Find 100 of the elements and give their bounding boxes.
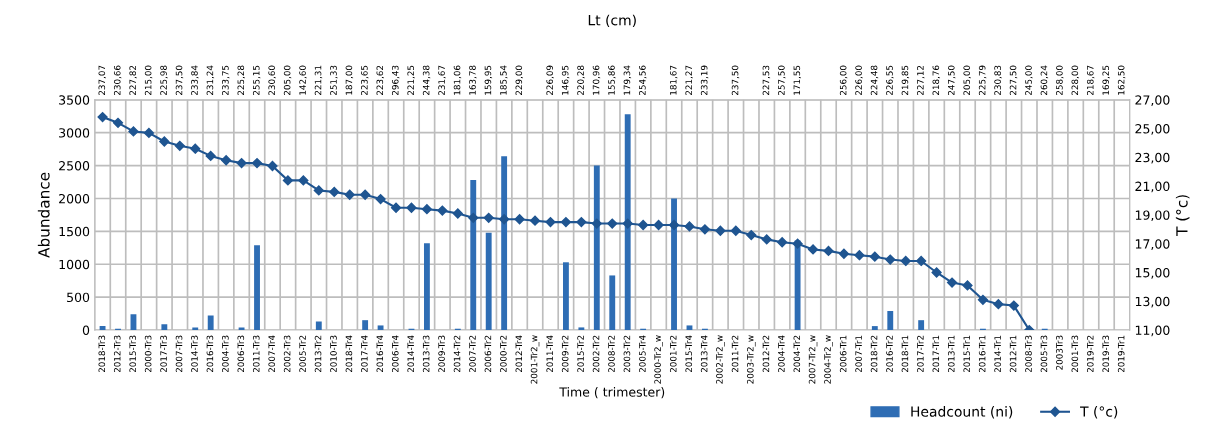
text: 185,54 xyxy=(500,65,508,95)
x-tick-label: 2016-Tr1 xyxy=(978,335,986,373)
bar xyxy=(562,262,569,331)
text: 205,00 xyxy=(963,65,971,95)
x-tick-label: 2016-Tr4 xyxy=(376,335,384,373)
y2-tick-label: 11,00 xyxy=(1135,325,1170,337)
x-tick-label: 2013-Tr2 xyxy=(314,335,322,373)
x-tick-label: 2012-Tr2 xyxy=(762,335,770,373)
text: 215,00 xyxy=(144,65,153,95)
x-tick-label: 2016-Tr3 xyxy=(206,335,214,373)
x-tick-label: 2017-Tr3 xyxy=(160,335,167,373)
text: 159,95 xyxy=(484,65,493,95)
bar xyxy=(593,165,600,331)
text: 226,00 xyxy=(855,65,863,95)
text: 247,50 xyxy=(947,65,956,95)
x-tick-label: 2003-Tr2 xyxy=(623,335,631,373)
y2-axis-title: T (°c) xyxy=(1175,195,1190,237)
text: 237,07 xyxy=(98,65,106,95)
x-tick-label: 2011-Tr3 xyxy=(252,335,260,373)
text: 205,00 xyxy=(283,65,292,95)
text: 231,67 xyxy=(438,65,446,95)
text: 169,25 xyxy=(1102,65,1110,95)
text: 260,24 xyxy=(1040,65,1049,95)
x-tick-label: 2009-Tr2 xyxy=(561,335,569,373)
bar xyxy=(501,156,508,331)
text: 218,67 xyxy=(1086,65,1095,95)
x-tick-label: 2007-Tr2_w xyxy=(808,335,818,384)
bar xyxy=(207,315,214,331)
x-tick-label: 2015-Tr4 xyxy=(685,335,693,373)
x-tick-label: 2012-Tr1 xyxy=(1009,335,1017,373)
text: 225,98 xyxy=(160,65,168,95)
y-tick-label: 1500 xyxy=(59,226,90,237)
text: 251,33 xyxy=(330,65,338,95)
x-tick-label: 2005-Tr3 xyxy=(1040,335,1048,373)
x-tick-label: 2002-Tr2 xyxy=(592,335,600,373)
x-tick-label: 2005-Tr4 xyxy=(639,335,646,373)
text: 233,84 xyxy=(191,65,199,95)
x-tick-label: 2013-Tr3 xyxy=(422,335,430,373)
text: 187,00 xyxy=(345,65,354,95)
text: 296,43 xyxy=(391,65,400,95)
y2-tick-label: 17,00 xyxy=(1135,239,1170,250)
text: 245,00 xyxy=(1025,65,1033,95)
y-tick-label: 3500 xyxy=(59,95,90,105)
x-tick-label: 2014-Tr4 xyxy=(407,335,415,373)
text: 230,60 xyxy=(268,65,276,95)
x-tick-label: 2015-Tr2 xyxy=(577,335,584,373)
x-tick-label: 2011-Tr2 xyxy=(731,335,739,373)
text: 221,31 xyxy=(314,65,323,95)
y-tick-label: 2000 xyxy=(59,193,90,204)
text: 226,09 xyxy=(546,65,554,95)
x-tick-label: 2012-Tr3 xyxy=(113,335,121,373)
y2-tick-label: 27,00 xyxy=(1135,95,1170,106)
bar xyxy=(423,243,430,331)
x-tick-label: 2006-Tr3 xyxy=(237,335,245,373)
x-tick-label: 2007-Tr2 xyxy=(469,335,476,373)
x-tick-label: 2001-Tr2_w xyxy=(530,335,540,384)
x-tick-label: 2004-Tr2_w xyxy=(824,335,833,384)
x-tick-label: 2004-Tr4 xyxy=(778,335,785,373)
x-tick-label: 2006-Tr4 xyxy=(391,335,399,373)
text: 171,55 xyxy=(793,65,802,95)
text: 237,50 xyxy=(175,65,184,95)
y2-tick-label: 15,00 xyxy=(1135,267,1170,279)
bar xyxy=(238,327,245,331)
x-tick-label: 2019-Tr1 xyxy=(1117,335,1125,373)
text: 142,60 xyxy=(299,65,307,95)
text: 224,48 xyxy=(870,65,879,95)
text: 220,28 xyxy=(577,65,585,95)
text: 227,53 xyxy=(762,65,771,95)
y-tick-label: 3000 xyxy=(59,128,90,138)
x-tick-label: 2007-Tr3 xyxy=(175,335,183,373)
text: 163,78 xyxy=(469,65,477,95)
bar xyxy=(609,275,616,331)
bar xyxy=(377,325,384,331)
y-tick-label: 1000 xyxy=(59,259,90,270)
x-tick-label: 2014-Tr2 xyxy=(453,335,461,373)
bar xyxy=(99,326,106,331)
x-tick-label: 2009-Tr3 xyxy=(438,335,445,373)
text: 230,66 xyxy=(113,65,122,95)
text: 170,96 xyxy=(592,65,601,95)
text: 219,85 xyxy=(901,65,910,95)
text: 255,15 xyxy=(252,65,261,95)
text: 233,19 xyxy=(700,65,709,95)
x-tick-label: 2017-Tr2 xyxy=(917,335,924,373)
x-tick-label: 2002-Tr2_w xyxy=(716,335,725,384)
y-tick-label: 500 xyxy=(67,292,90,303)
text: 228,00 xyxy=(1071,65,1080,95)
text: 227,50 xyxy=(1009,65,1018,95)
x-tick-label: 2014-Tr1 xyxy=(994,335,1001,373)
x-tick-label: 2001-Tr2 xyxy=(669,335,677,373)
x-tick-label: 2004-Tr3 xyxy=(222,335,229,373)
text: 223,65 xyxy=(361,65,369,95)
x-tick-label: 2017-Tr1 xyxy=(932,335,940,373)
bar xyxy=(578,327,585,331)
x-tick-label: 2000-Tr3 xyxy=(144,335,152,373)
text: 225,79 xyxy=(978,65,987,95)
x-tick-label: 2016-Tr2 xyxy=(886,335,893,373)
x-tick-label: 2010-Tr3 xyxy=(330,335,337,373)
x-tick-label: 2019-Tr2 xyxy=(1086,335,1094,373)
x-tick-label: 2007-Tr1 xyxy=(855,335,862,373)
y-tick-label: 0 xyxy=(82,325,90,335)
